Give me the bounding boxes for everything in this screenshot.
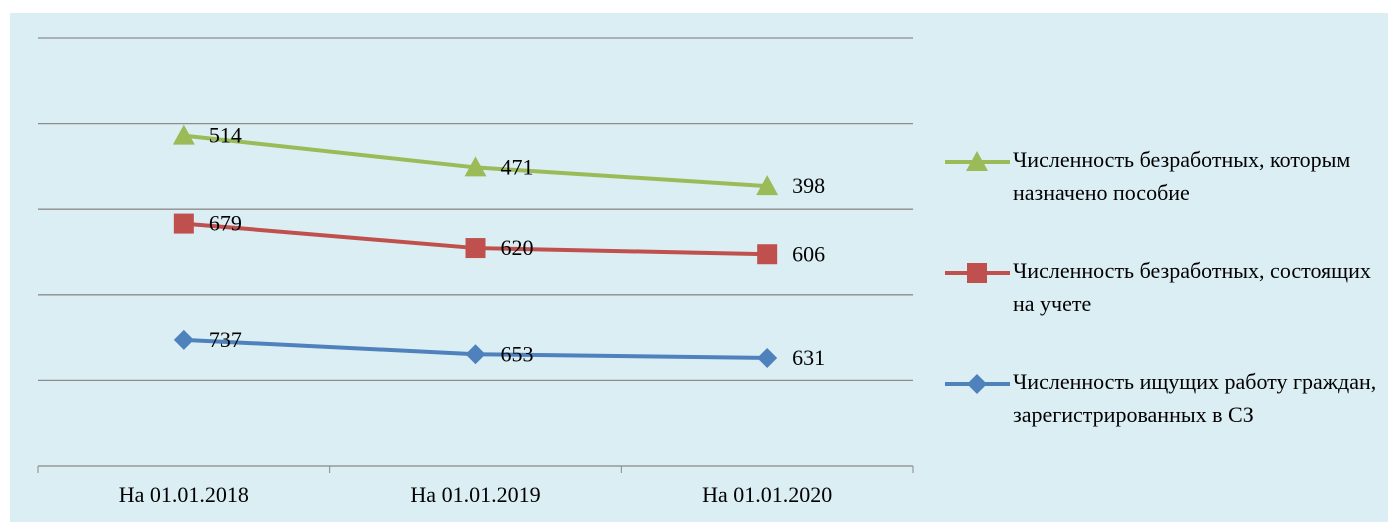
- legend-line-text: Численность ищущих работу граждан,: [1013, 369, 1376, 394]
- marker: [173, 213, 194, 234]
- marker: [464, 156, 487, 177]
- marker: [172, 124, 195, 145]
- marker: [757, 244, 778, 265]
- x-tick-label: На 01.01.2019: [410, 482, 540, 507]
- marker: [967, 263, 987, 283]
- marker: [966, 151, 988, 171]
- data-label: 514: [209, 123, 242, 148]
- data-label: 606: [792, 241, 825, 266]
- legend-line-text: на учете: [1013, 291, 1091, 316]
- chart-background: [10, 13, 1388, 522]
- data-label: 471: [501, 154, 534, 179]
- marker: [173, 329, 194, 350]
- marker: [756, 175, 779, 196]
- marker: [465, 344, 486, 365]
- data-label: 679: [209, 211, 242, 236]
- data-label: 653: [501, 341, 534, 366]
- x-tick-label: На 01.01.2020: [702, 482, 832, 507]
- marker: [465, 238, 486, 259]
- legend-line-text: назначено пособие: [1013, 180, 1190, 205]
- legend-label: Численность ищущих работу граждан, зареги…: [1013, 369, 1376, 427]
- marker: [967, 374, 987, 394]
- legend-line-text: зарегистрированных в СЗ: [1013, 402, 1254, 427]
- marker: [757, 347, 778, 368]
- legend-label: Численность безработных, которым назначен…: [1013, 147, 1350, 205]
- data-label: 737: [209, 327, 242, 352]
- data-label: 398: [792, 173, 825, 198]
- x-tick-label: На 01.01.2018: [119, 482, 249, 507]
- data-label: 620: [501, 235, 534, 260]
- legend-line-text: Численность безработных, которым: [1013, 147, 1350, 172]
- legend-label: Численность безработных, состоящих на уче…: [1013, 258, 1371, 316]
- legend-line-text: Численность безработных, состоящих: [1013, 258, 1371, 283]
- data-label: 631: [792, 345, 825, 370]
